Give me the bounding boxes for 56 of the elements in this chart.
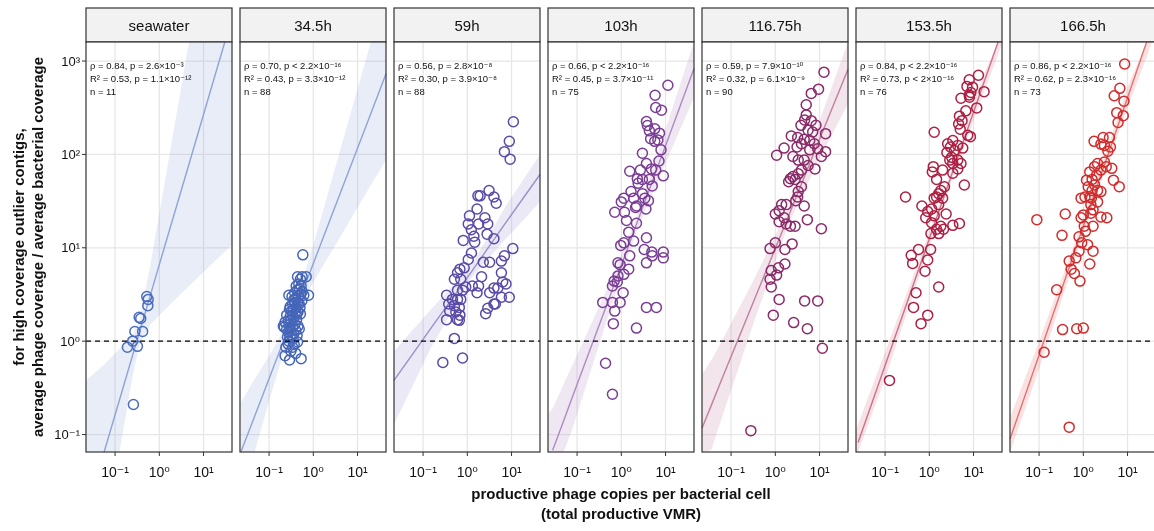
chart-title: 116.75h [748,16,802,34]
chart-title: seawater [128,16,190,34]
x-tick-label: 10¹ [1117,464,1138,480]
annotation: R² = 0.30, p = 3.9×10⁻⁸ [398,73,498,84]
x-tick-label: 10¹ [193,464,214,480]
x-tick-label: 10⁰ [918,464,941,480]
x-tick-label: 10¹ [655,464,676,480]
chart-title: 153.5h [906,16,952,34]
chart-title: 166.5h [1060,16,1106,34]
annotation: R² = 0.43, p = 3.3×10⁻¹² [244,73,346,84]
x-tick-label: 10⁰ [610,464,633,480]
x-tick-label: 10⁻¹ [101,464,130,480]
y-tick-label: 10² [61,146,81,162]
x-tick-label: 10¹ [347,464,368,480]
x-tick-label: 10⁰ [764,464,787,480]
annotation: ρ = 0.59, p = 7.9×10⁻¹⁰ [706,60,804,71]
y-tick-label: 10³ [61,53,81,69]
annotation: n = 88 [244,86,271,97]
x-tick-label: 10⁻¹ [871,464,900,480]
chart-title: 103h [604,16,638,34]
annotation: n = 75 [552,86,579,97]
y-tick-label: 10⁻¹ [54,427,81,443]
x-tick-label: 10⁻¹ [563,464,592,480]
x-tick-label: 10⁻¹ [717,464,746,480]
x-tick-label: 10¹ [809,464,830,480]
y-tick-label: 10⁰ [60,333,80,349]
annotation: R² = 0.73, p < 2×10⁻¹⁶ [860,73,955,84]
annotation: ρ = 0.56, p = 2.8×10⁻⁸ [398,60,493,71]
x-axis-title: productive phage copies per bacterial cell (total productive VMR) [471,485,771,522]
x-tick-label: 10¹ [501,464,522,480]
annotation: R² = 0.62, p = 2.3×10⁻¹⁶ [1014,73,1117,84]
chart-title: 34.5h [294,16,332,34]
x-tick-label: 10⁰ [1072,464,1095,480]
annotation: n = 76 [860,86,887,97]
annotation: n = 88 [398,86,425,97]
y-tick-label: 10¹ [61,240,81,256]
annotation: R² = 0.32, p = 6.1×10⁻⁹ [706,73,806,84]
annotation: n = 90 [706,86,733,97]
x-tick-label: 10⁻¹ [255,464,284,480]
annotation: R² = 0.45, p = 3.7×10⁻¹¹ [552,73,654,84]
x-tick-label: 10⁰ [302,464,325,480]
annotation: ρ = 0.70, p < 2.2×10⁻¹⁶ [244,60,342,71]
annotation: ρ = 0.86, p < 2.2×10⁻¹⁶ [1014,60,1112,71]
annotation: n = 11 [90,86,116,97]
annotation: ρ = 0.84, p = 2.6×10⁻³ [90,60,184,71]
y-axis-title: for high coverage outlier contigs, average phage coverage / average bacterial coverage [10,56,46,438]
chart-title: 59h [454,16,480,34]
annotation: ρ = 0.66, p < 2.2×10⁻¹⁶ [552,60,650,71]
x-tick-label: 10¹ [963,464,984,480]
annotation: R² = 0.53, p = 1.1×10⁻¹² [90,73,192,84]
x-tick-label: 10⁻¹ [409,464,438,480]
x-tick-label: 10⁰ [456,464,479,480]
annotation: ρ = 0.84, p < 2.2×10⁻¹⁶ [860,60,958,71]
annotation: n = 73 [1014,86,1041,97]
x-tick-label: 10⁰ [148,464,171,480]
x-tick-label: 10⁻¹ [1025,464,1054,480]
